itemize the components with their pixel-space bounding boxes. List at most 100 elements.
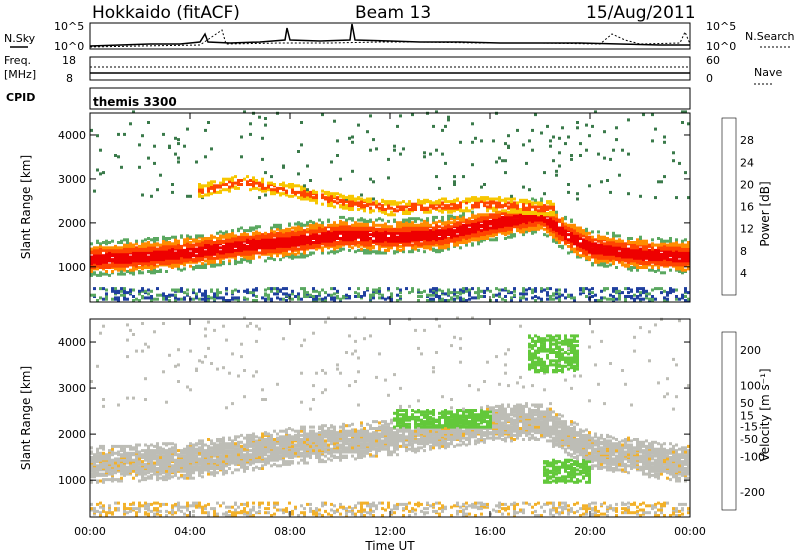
range-cell <box>651 254 654 258</box>
range-cell <box>408 235 411 239</box>
range-cell <box>441 215 444 219</box>
range-cell <box>678 297 681 301</box>
range-cell <box>498 156 501 160</box>
range-cell <box>273 238 276 242</box>
range-cell <box>168 251 171 255</box>
range-cell <box>330 201 333 205</box>
range-cell <box>219 246 222 250</box>
range-cell <box>459 140 462 144</box>
range-cell <box>426 246 429 250</box>
range-cell <box>390 295 393 298</box>
range-cell <box>309 179 312 182</box>
range-cell <box>252 288 255 292</box>
range-cell <box>90 270 93 273</box>
range-cell <box>285 184 288 188</box>
range-cell <box>300 297 303 301</box>
range-cell <box>363 251 366 255</box>
range-cell <box>282 297 285 301</box>
range-cell <box>489 238 492 242</box>
range-cell <box>423 155 426 159</box>
range-cell <box>174 260 177 264</box>
range-cell <box>561 235 564 239</box>
range-cell <box>258 234 261 238</box>
range-cell <box>354 197 357 201</box>
range-cell <box>441 248 444 252</box>
range-cell <box>657 268 660 272</box>
range-cell <box>249 132 252 136</box>
range-cell <box>99 247 102 251</box>
range-cell <box>588 235 591 239</box>
range-cell <box>567 244 570 248</box>
range-cell <box>321 113 324 117</box>
range-cell <box>513 208 516 211</box>
range-cell <box>90 128 93 132</box>
range-cell <box>408 291 411 295</box>
range-cell <box>489 204 492 208</box>
range-cell <box>216 190 219 194</box>
range-cell <box>480 289 483 293</box>
range-cell <box>210 186 213 190</box>
range-cell <box>570 218 573 222</box>
range-cell <box>243 243 246 247</box>
range-cell <box>237 186 240 190</box>
range-cell <box>381 204 384 208</box>
range-cell <box>480 218 483 222</box>
range-cell <box>393 213 396 217</box>
range-cell <box>612 148 615 152</box>
range-cell <box>618 297 621 301</box>
range-cell <box>339 177 342 181</box>
range-cell <box>141 267 144 271</box>
range-cell <box>123 238 126 242</box>
range-cell <box>93 271 96 275</box>
range-cell <box>603 247 606 251</box>
range-cell <box>543 208 546 211</box>
range-cell <box>276 189 279 193</box>
range-cell <box>219 296 222 300</box>
range-cell <box>615 243 618 247</box>
range-cell <box>252 299 255 302</box>
range-cell <box>201 262 204 266</box>
range-cell <box>459 288 462 292</box>
range-cell <box>147 255 150 259</box>
range-cell <box>555 223 558 227</box>
range-cell <box>576 229 579 233</box>
range-cell <box>465 226 468 230</box>
range-cell <box>522 205 525 209</box>
range-cell <box>246 233 249 237</box>
range-cell <box>216 252 219 256</box>
range-cell <box>510 296 513 300</box>
range-cell <box>159 243 162 247</box>
range-cell <box>288 252 291 256</box>
range-cell <box>597 256 600 260</box>
range-cell <box>180 234 183 238</box>
range-cell <box>243 229 246 233</box>
range-cell <box>315 198 318 202</box>
range-cell <box>447 200 450 204</box>
range-cell <box>366 130 369 134</box>
range-cell <box>225 255 228 259</box>
range-cell <box>462 212 465 215</box>
range-cell <box>168 293 171 297</box>
range-cell <box>624 242 627 246</box>
range-cell <box>348 248 351 252</box>
range-cell <box>513 233 516 237</box>
range-cell <box>603 287 606 291</box>
range-cell <box>372 239 375 243</box>
range-cell <box>645 289 648 293</box>
range-cell <box>528 188 531 192</box>
range-cell <box>435 200 438 204</box>
range-cell <box>288 293 291 297</box>
range-cell <box>330 223 333 227</box>
range-cell <box>522 219 525 223</box>
range-cell <box>411 217 414 221</box>
range-cell <box>303 197 306 201</box>
range-cell <box>306 227 309 231</box>
range-cell <box>507 205 510 209</box>
range-cell <box>417 198 420 202</box>
range-cell <box>477 292 480 296</box>
range-cell <box>120 165 123 169</box>
range-cell <box>168 237 171 240</box>
range-cell <box>363 198 366 202</box>
range-cell <box>288 231 291 235</box>
range-cell <box>381 251 384 255</box>
